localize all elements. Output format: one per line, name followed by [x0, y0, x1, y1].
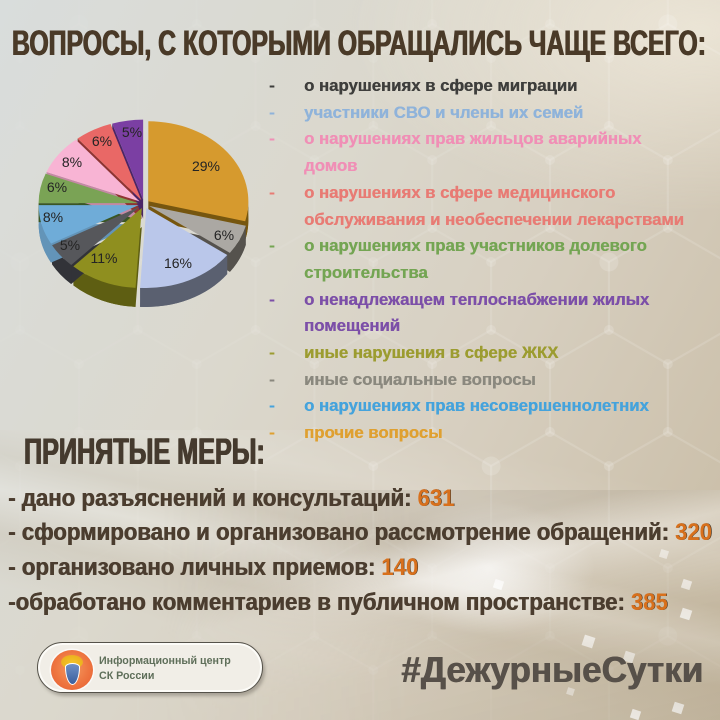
- svg-text:5%: 5%: [122, 124, 142, 140]
- svg-text:6%: 6%: [47, 179, 67, 195]
- svg-text:8%: 8%: [62, 154, 82, 170]
- svg-text:11%: 11%: [91, 250, 118, 266]
- svg-text:29%: 29%: [192, 158, 220, 174]
- svg-text:6%: 6%: [92, 133, 112, 149]
- svg-text:16%: 16%: [164, 255, 192, 271]
- svg-text:5%: 5%: [60, 237, 80, 253]
- svg-text:8%: 8%: [43, 209, 63, 225]
- svg-text:6%: 6%: [214, 227, 234, 243]
